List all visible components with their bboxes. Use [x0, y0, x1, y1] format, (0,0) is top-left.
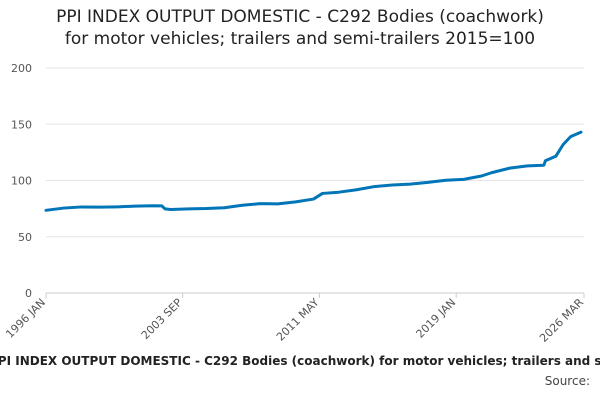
y-tick-label: 150 — [11, 118, 32, 131]
x-tick-label: 2026 MAR — [537, 296, 586, 345]
x-tick-label: 1996 JAN — [3, 296, 48, 341]
chart-title: PPI INDEX OUTPUT DOMESTIC - C292 Bodies … — [0, 6, 600, 50]
legend-series-label: PPI INDEX OUTPUT DOMESTIC - C292 Bodies … — [0, 354, 600, 368]
y-tick-label: 100 — [11, 175, 32, 188]
chart-title-line-2: for motor vehicles; trailers and semi-tr… — [64, 29, 536, 49]
y-tick-label: 0 — [25, 287, 32, 300]
x-tick-label: 2019 JAN — [414, 296, 459, 341]
chart-title-line-1: PPI INDEX OUTPUT DOMESTIC - C292 Bodies … — [56, 7, 544, 27]
source-label: Source: — [544, 374, 590, 388]
legend: PPI INDEX OUTPUT DOMESTIC - C292 Bodies … — [0, 354, 600, 368]
series-line — [44, 130, 583, 212]
x-tick-label: 2011 MAY — [274, 296, 322, 344]
y-tick-label: 200 — [11, 62, 32, 75]
y-tick-label: 50 — [18, 231, 32, 244]
x-tick-label: 2003 SEP — [139, 296, 185, 342]
